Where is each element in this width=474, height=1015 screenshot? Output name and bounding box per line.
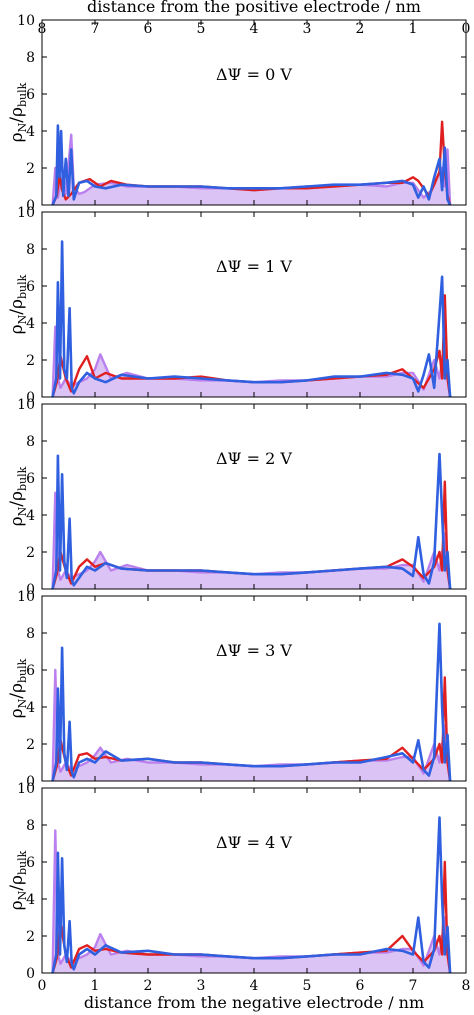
- panel-annotation: ΔΨ = 1 V: [216, 257, 292, 276]
- y-tick-label: 8: [26, 626, 35, 642]
- bottom-tick-label: 2: [144, 978, 153, 994]
- top-tick-label: 2: [356, 21, 365, 37]
- y-tick-label: 4: [26, 124, 35, 140]
- y-axis-label: ρN/ρbulk: [7, 274, 29, 334]
- panel-4: 0 2 4 6 8 10 ΔΨ = 4 V ρN/ρbulk: [7, 781, 467, 982]
- series-blue-line: [51, 816, 452, 974]
- panel-annotation: ΔΨ = 0 V: [216, 65, 292, 84]
- y-tick-label: 10: [17, 205, 35, 221]
- y-tick-label: 2: [26, 737, 35, 753]
- bottom-tick-label: 3: [197, 978, 206, 994]
- y-tick-label: 8: [26, 242, 35, 258]
- y-tick-label: 4: [26, 892, 35, 908]
- y-tick-label: 6: [26, 855, 35, 871]
- panel-0: 0 2 4 6 8 10 ΔΨ = 0 V ρN/ρbulk: [7, 13, 467, 214]
- series-violet-area: [52, 670, 451, 781]
- y-tick-label: 0: [26, 582, 35, 598]
- y-axis-label: ρN/ρbulk: [7, 466, 29, 526]
- y-tick-label: 10: [17, 13, 35, 29]
- panel-annotation: ΔΨ = 2 V: [216, 449, 292, 468]
- y-tick-label: 8: [26, 818, 35, 834]
- top-tick-label: 6: [144, 21, 153, 37]
- y-tick-label: 2: [26, 161, 35, 177]
- series-violet-area: [52, 134, 451, 205]
- y-tick-label: 0: [26, 198, 35, 214]
- series-blue-line: [51, 452, 452, 590]
- bottom-tick-label: 7: [409, 978, 418, 994]
- bottom-tick-label: 8: [462, 978, 471, 994]
- bottom-tick-label: 1: [91, 978, 100, 994]
- top-tick-label: 5: [197, 21, 206, 37]
- panel-2: 0 2 4 6 8 10 ΔΨ = 2 V ρN/ρbulk: [7, 397, 467, 598]
- bottom-tick-label: 4: [250, 978, 259, 994]
- series-violet-area: [52, 830, 451, 973]
- y-axis-label: ρN/ρbulk: [7, 82, 29, 142]
- panel-annotation: ΔΨ = 4 V: [216, 833, 292, 852]
- y-tick-label: 10: [17, 781, 35, 797]
- y-tick-label: 8: [26, 434, 35, 450]
- plot-frame: [41, 19, 467, 206]
- y-tick-label: 6: [26, 663, 35, 679]
- top-tick-label: 1: [409, 21, 418, 37]
- series-violet-area: [52, 326, 451, 397]
- series-blue-line: [51, 124, 452, 206]
- y-tick-label: 10: [17, 397, 35, 413]
- top-tick-label: 7: [91, 21, 100, 37]
- panel-annotation: ΔΨ = 3 V: [216, 641, 292, 660]
- y-tick-label: 10: [17, 589, 35, 605]
- series-blue-line: [51, 622, 452, 782]
- top-tick-label: 3: [303, 21, 312, 37]
- y-axis-label: ρN/ρbulk: [7, 658, 29, 718]
- y-axis-label: ρN/ρbulk: [7, 850, 29, 910]
- bottom-axis-label: distance from the negative electrode / n…: [84, 993, 424, 1012]
- y-tick-label: 6: [26, 279, 35, 295]
- bottom-tick-label: 6: [356, 978, 365, 994]
- y-tick-label: 6: [26, 87, 35, 103]
- y-tick-label: 2: [26, 929, 35, 945]
- y-tick-label: 4: [26, 508, 35, 524]
- y-tick-label: 8: [26, 50, 35, 66]
- bottom-axis-tick-labels: 0 1 2 3 4 5 6 7 8: [38, 978, 471, 994]
- y-tick-label: 0: [26, 390, 35, 406]
- panel-1: 0 2 4 6 8 10 ΔΨ = 1 V ρN/ρbulk: [7, 205, 467, 406]
- bottom-tick-label: 0: [38, 978, 47, 994]
- y-tick-label: 0: [26, 966, 35, 982]
- series-violet-area: [52, 492, 451, 589]
- y-tick-label: 2: [26, 353, 35, 369]
- series-blue-line: [51, 240, 452, 398]
- top-tick-label: 4: [250, 21, 259, 37]
- y-tick-label: 0: [26, 774, 35, 790]
- y-tick-label: 4: [26, 316, 35, 332]
- top-axis-label: distance from the positive electrode / n…: [87, 0, 421, 16]
- y-tick-label: 6: [26, 471, 35, 487]
- panel-3: 0 2 4 6 8 10 ΔΨ = 3 V ρN/ρbulk: [7, 589, 467, 790]
- y-tick-label: 4: [26, 700, 35, 716]
- bottom-tick-label: 5: [303, 978, 312, 994]
- y-tick-label: 2: [26, 545, 35, 561]
